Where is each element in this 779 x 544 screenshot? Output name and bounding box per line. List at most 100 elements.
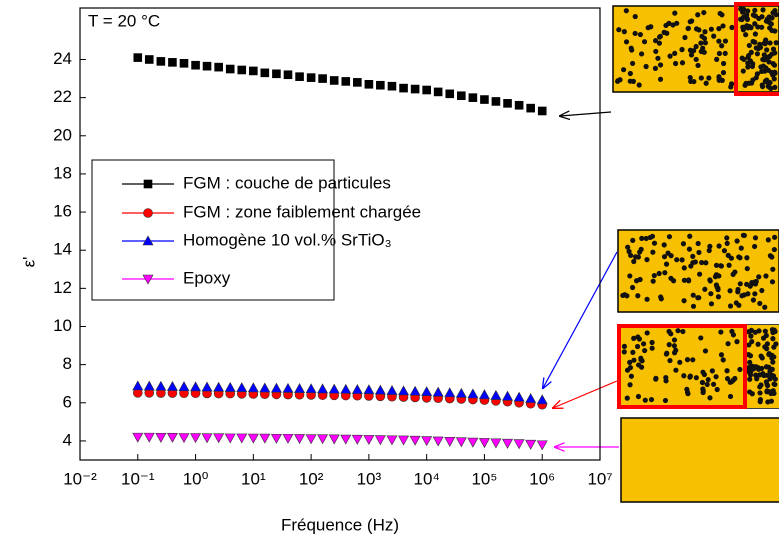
legend-label: FGM : zone faiblement chargée (183, 202, 421, 221)
point (133, 53, 143, 62)
particles (620, 232, 778, 310)
schematic-highlight (617, 324, 747, 409)
point (421, 436, 433, 447)
point (295, 72, 304, 81)
arrow (543, 251, 618, 388)
point (478, 389, 490, 400)
point (225, 64, 235, 74)
point (179, 59, 189, 68)
point (155, 380, 167, 391)
point (480, 95, 489, 104)
point (421, 386, 433, 397)
point (201, 433, 213, 444)
point (190, 433, 202, 444)
point (155, 433, 167, 443)
point (305, 383, 317, 394)
point (191, 60, 200, 70)
point (249, 66, 258, 76)
x-axis-label: Fréquence (Hz) (281, 515, 399, 534)
point (386, 435, 398, 446)
x-tick-label: 10⁻¹ (121, 469, 155, 488)
point (503, 99, 512, 108)
y-tick-label: 12 (53, 278, 72, 297)
point (214, 62, 223, 72)
point (445, 89, 455, 99)
point (398, 435, 410, 446)
point (190, 381, 202, 392)
legend-marker (143, 179, 153, 189)
point (478, 438, 490, 449)
point (201, 381, 213, 392)
x-tick-label: 10¹ (241, 469, 266, 488)
x-tick-label: 10⁷ (587, 469, 612, 488)
y-tick-label: 22 (53, 87, 72, 106)
legend-label: Homogène 10 vol.% SrTiO₃ (183, 230, 392, 249)
x-tick-label: 10³ (357, 469, 382, 488)
point (283, 70, 293, 80)
point (259, 382, 271, 393)
point (328, 434, 340, 445)
point (260, 68, 270, 78)
y-tick-label: 6 (63, 392, 72, 411)
point (259, 433, 271, 444)
arrow (560, 112, 612, 116)
point (455, 437, 467, 448)
point (432, 436, 444, 447)
point (294, 434, 306, 445)
point (386, 384, 398, 395)
point (178, 381, 190, 392)
schematics (612, 2, 779, 503)
point (270, 433, 282, 444)
point (490, 438, 502, 449)
point (491, 97, 501, 106)
point (409, 435, 421, 446)
x-tick-label: 10⁻² (63, 469, 97, 488)
point (363, 435, 375, 446)
point (374, 435, 386, 446)
point (156, 57, 166, 66)
point (305, 434, 317, 445)
point (536, 440, 548, 451)
plot-frame (79, 7, 601, 461)
point (144, 55, 154, 64)
point (537, 106, 547, 116)
point (490, 389, 502, 400)
point (536, 394, 548, 405)
point (351, 434, 363, 445)
point (247, 433, 259, 444)
point (455, 387, 467, 398)
point (363, 384, 375, 395)
y-tick-label: 18 (53, 163, 72, 182)
point (513, 391, 525, 402)
point (432, 386, 444, 397)
point (410, 84, 420, 94)
particles (615, 8, 735, 90)
point (224, 381, 236, 392)
point (168, 58, 177, 67)
point (178, 433, 190, 444)
legend-label: FGM : couche de particules (183, 173, 391, 192)
legend-marker (143, 208, 153, 218)
x-tick-label: 10⁵ (471, 469, 497, 488)
point (374, 384, 386, 395)
point (318, 74, 327, 83)
point (422, 85, 431, 95)
point (317, 383, 329, 394)
point (132, 380, 144, 391)
point (166, 433, 178, 443)
point (329, 76, 339, 85)
arrow (553, 380, 618, 408)
point (340, 383, 352, 394)
y-tick-label: 16 (53, 202, 72, 221)
legend-box (91, 159, 335, 301)
x-tick-label: 10⁴ (414, 469, 440, 488)
point (502, 438, 514, 449)
point (468, 93, 478, 102)
point (341, 77, 351, 86)
point (143, 432, 155, 443)
point (399, 83, 408, 93)
point (247, 382, 259, 393)
point (236, 433, 248, 444)
